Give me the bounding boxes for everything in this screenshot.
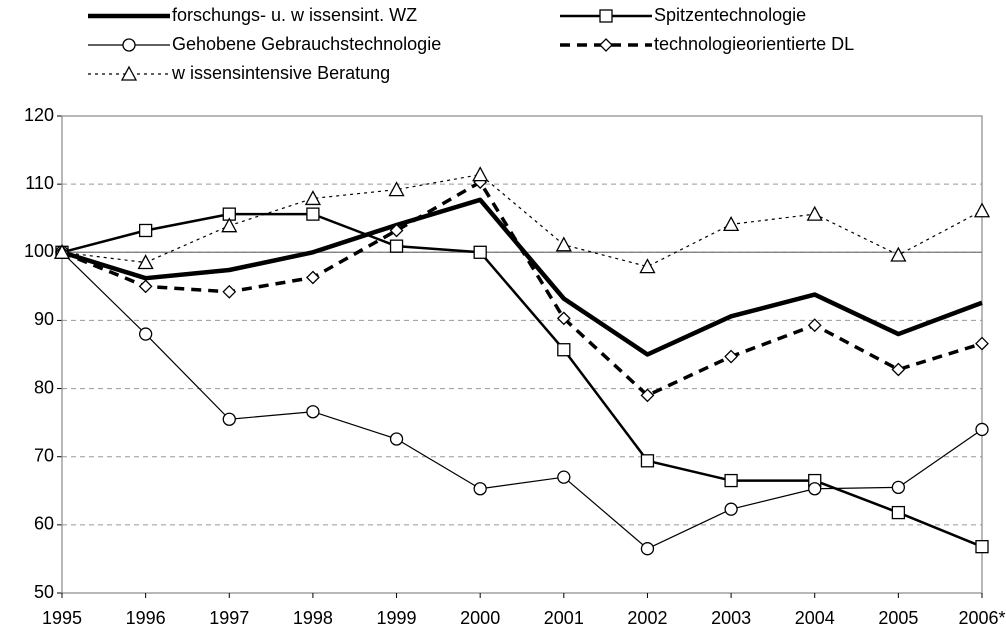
data-point xyxy=(555,236,572,252)
data-point xyxy=(640,388,655,403)
y-tick-label: 80 xyxy=(34,377,54,397)
data-point xyxy=(53,243,71,259)
data-point xyxy=(473,245,487,259)
x-tick-label: 2001 xyxy=(544,608,584,628)
series-line xyxy=(61,212,983,548)
data-point xyxy=(973,202,991,218)
x-tick-label: 1995 xyxy=(42,608,82,628)
data-point xyxy=(138,223,153,238)
y-tick-label: 90 xyxy=(34,309,54,329)
data-point xyxy=(138,327,153,341)
y-tick-label: 120 xyxy=(24,105,54,125)
x-tick-label: 1997 xyxy=(209,608,249,628)
x-tick-label: 2000 xyxy=(460,608,500,628)
legend-marker xyxy=(122,38,136,52)
legend-marker xyxy=(120,65,138,81)
y-tick-label: 70 xyxy=(34,445,54,465)
data-point xyxy=(306,207,320,221)
data-point xyxy=(222,284,237,299)
series-line xyxy=(61,251,983,550)
x-tick-label: 2002 xyxy=(627,608,667,628)
data-point xyxy=(137,254,154,270)
data-point xyxy=(222,412,236,426)
data-point xyxy=(221,217,238,233)
data-point xyxy=(389,432,404,446)
data-point xyxy=(389,239,404,253)
data-point xyxy=(724,502,738,516)
data-point xyxy=(891,362,906,377)
y-tick-label: 60 xyxy=(34,514,54,534)
x-tick-label: 1998 xyxy=(293,608,333,628)
plot-frame xyxy=(61,115,983,594)
data-point xyxy=(975,422,989,437)
x-tick-label: 2003 xyxy=(711,608,751,628)
data-point xyxy=(557,343,571,357)
data-point xyxy=(306,405,320,419)
data-point xyxy=(975,336,989,351)
data-point xyxy=(975,540,989,554)
legend-label: technologieorientierte DL xyxy=(654,34,854,54)
data-point xyxy=(808,482,822,496)
data-point xyxy=(472,166,489,182)
data-point xyxy=(724,473,738,488)
data-point xyxy=(557,470,571,484)
legend-marker xyxy=(599,38,613,52)
x-tick-label: 2004 xyxy=(795,608,835,628)
data-point xyxy=(806,205,823,221)
data-point xyxy=(639,258,656,274)
legend-label: forschungs- u. w issensint. WZ xyxy=(172,5,417,25)
data-point xyxy=(305,270,320,285)
data-point xyxy=(640,454,655,468)
data-point xyxy=(723,215,740,231)
x-tick-label: 1996 xyxy=(126,608,166,628)
legend-marker xyxy=(599,9,613,23)
data-point xyxy=(138,279,153,294)
legend-label: Gehobene Gebrauchstechnologie xyxy=(172,34,441,54)
x-tick-label: 2006* xyxy=(958,608,1005,628)
data-point xyxy=(890,246,907,262)
data-point xyxy=(389,223,404,238)
y-tick-label: 110 xyxy=(25,173,54,193)
data-point xyxy=(640,542,655,556)
x-tick-label: 1999 xyxy=(377,608,417,628)
data-point xyxy=(304,190,321,206)
data-point xyxy=(891,505,906,520)
series-line xyxy=(61,197,983,357)
series-line xyxy=(61,180,983,398)
data-point xyxy=(556,311,571,326)
x-tick-label: 2005 xyxy=(878,608,918,628)
data-point xyxy=(807,318,822,333)
data-point xyxy=(891,480,906,495)
data-point xyxy=(724,349,739,364)
series-line xyxy=(61,174,983,268)
y-tick-label: 100 xyxy=(24,241,54,261)
legend-label: w issensintensive Beratung xyxy=(171,63,390,83)
data-point xyxy=(473,482,487,496)
data-point xyxy=(388,181,405,197)
y-tick-label: 50 xyxy=(34,582,54,602)
legend-label: Spitzentechnologie xyxy=(654,5,806,25)
